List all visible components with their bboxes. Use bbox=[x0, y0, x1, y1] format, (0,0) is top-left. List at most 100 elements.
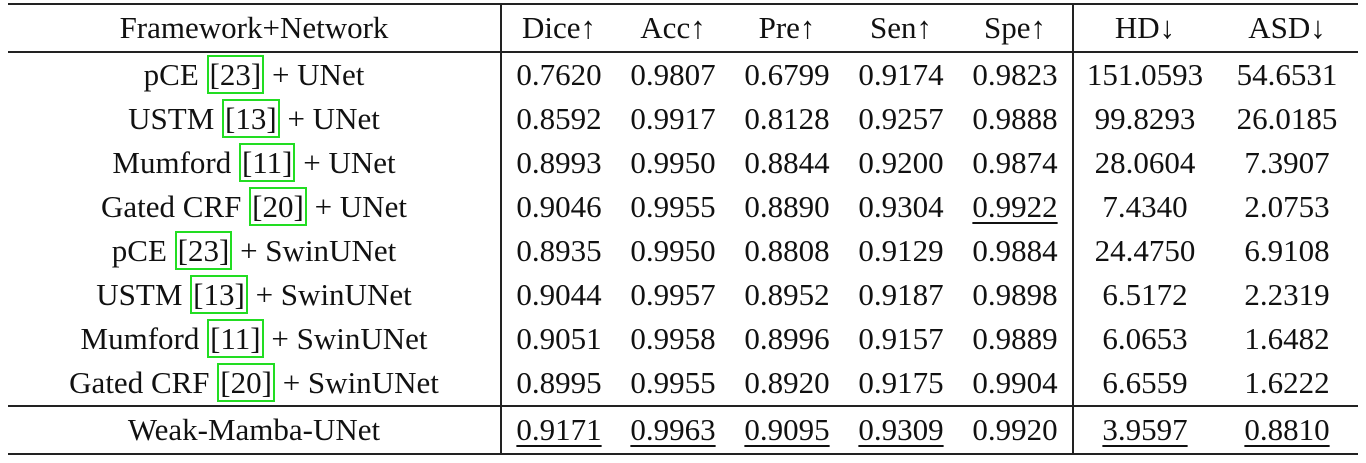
metric-cell: 0.9200 bbox=[844, 141, 958, 185]
metric-value: 0.9963 bbox=[630, 412, 716, 447]
metric-cell: 0.9917 bbox=[616, 97, 730, 141]
header-row: Framework+Network Dice↑ Acc↑ Pre↑ Sen↑ Spe↑ HD… bbox=[8, 3, 1358, 53]
metric-cell: 0.9904 bbox=[958, 361, 1074, 406]
header-cell: Spe↑ bbox=[958, 3, 1074, 53]
metric-cell: 0.9958 bbox=[616, 317, 730, 361]
method-name: Mumford bbox=[80, 321, 200, 356]
metric-value: 0.9257 bbox=[858, 101, 944, 136]
metric-cell: 0.8993 bbox=[501, 141, 616, 185]
metric-value: 0.9171 bbox=[516, 412, 602, 447]
metric-value: 0.9950 bbox=[630, 233, 716, 268]
metric-value: 0.9884 bbox=[972, 233, 1058, 268]
metric-value: 2.2319 bbox=[1244, 277, 1330, 312]
metric-value: 0.8993 bbox=[516, 145, 602, 180]
metric-value: 0.9823 bbox=[972, 57, 1058, 92]
metric-value: 99.8293 bbox=[1094, 101, 1196, 136]
method-cell: pCE [23] + SwinUNet bbox=[8, 229, 502, 273]
method-name: Mumford bbox=[112, 145, 232, 180]
header-cell: ASD↓ bbox=[1216, 3, 1358, 53]
metric-value: 0.8890 bbox=[744, 189, 830, 224]
table-row: USTM [13] + SwinUNet 0.9044 0.9957 0.8952 0.… bbox=[8, 273, 1358, 317]
metric-cell: 2.2319 bbox=[1216, 273, 1358, 317]
network: + UNet bbox=[314, 189, 407, 224]
metric-cell: 0.8935 bbox=[501, 229, 616, 273]
metric-value: 0.9200 bbox=[858, 145, 944, 180]
results-table: Framework+Network Dice↑ Acc↑ Pre↑ Sen↑ Spe↑ HD… bbox=[8, 3, 1358, 455]
metric-value: 0.9874 bbox=[972, 145, 1058, 180]
metric-cell: 7.4340 bbox=[1073, 185, 1216, 229]
metric-value: 6.6559 bbox=[1102, 365, 1188, 400]
metric-value: 0.9187 bbox=[858, 277, 944, 312]
method-name: Weak-Mamba-UNet bbox=[127, 412, 381, 447]
metric-value: 0.9950 bbox=[630, 145, 716, 180]
citation: [13] bbox=[222, 99, 280, 138]
citation: [23] bbox=[206, 55, 265, 94]
metric-value: 0.9955 bbox=[630, 365, 716, 400]
metric-cell: 0.9171 bbox=[501, 405, 616, 455]
metric-value: 0.9889 bbox=[972, 321, 1058, 356]
metric-value: 0.6799 bbox=[744, 57, 830, 92]
metric-cell: 1.6222 bbox=[1216, 361, 1358, 406]
method-cell: Gated CRF [20] + UNet bbox=[8, 185, 502, 229]
method-cell: USTM [13] + SwinUNet bbox=[8, 273, 502, 317]
network: + UNet bbox=[271, 57, 365, 92]
metric-value: 1.6222 bbox=[1244, 365, 1330, 400]
metric-cell: 0.9129 bbox=[844, 229, 958, 273]
metric-value: 0.9157 bbox=[858, 321, 944, 356]
metric-cell: 6.9108 bbox=[1216, 229, 1358, 273]
metric-value: 0.9051 bbox=[516, 321, 602, 356]
metric-value: 0.9046 bbox=[516, 189, 602, 224]
method-cell: pCE [23] + UNet bbox=[8, 52, 502, 97]
network: + UNet bbox=[303, 145, 396, 180]
metric-cell: 0.8810 bbox=[1216, 405, 1358, 455]
metric-value: 0.9807 bbox=[630, 57, 716, 92]
metric-value: 0.8128 bbox=[744, 101, 830, 136]
method-name: USTM bbox=[96, 277, 183, 312]
metric-cell: 3.9597 bbox=[1073, 405, 1216, 455]
metric-cell: 0.9889 bbox=[958, 317, 1074, 361]
table-row: USTM [13] + UNet 0.8592 0.9917 0.8128 0.9257… bbox=[8, 97, 1358, 141]
metric-cell: 28.0604 bbox=[1073, 141, 1216, 185]
metric-cell: 0.9044 bbox=[501, 273, 616, 317]
table-row: pCE [23] + SwinUNet 0.8935 0.9950 0.8808 0.9… bbox=[8, 229, 1358, 273]
metric-cell: 0.9920 bbox=[958, 405, 1074, 455]
metric-cell: 0.9950 bbox=[616, 229, 730, 273]
metric-value: 26.0185 bbox=[1236, 101, 1338, 136]
metric-value: 0.9955 bbox=[630, 189, 716, 224]
metric-cell: 0.9046 bbox=[501, 185, 616, 229]
header-cell: Acc↑ bbox=[616, 3, 730, 53]
method-name: Gated CRF bbox=[69, 365, 210, 400]
metric-value: 0.9957 bbox=[630, 277, 716, 312]
metric-cell: 2.0753 bbox=[1216, 185, 1358, 229]
metric-value: 0.9958 bbox=[630, 321, 716, 356]
metric-value: 0.8810 bbox=[1244, 412, 1330, 447]
metric-cell: 0.7620 bbox=[501, 52, 616, 97]
metric-value: 0.9304 bbox=[858, 189, 944, 224]
metric-value: 1.6482 bbox=[1244, 321, 1330, 356]
table-row: pCE [23] + UNet 0.7620 0.9807 0.6799 0.9174 0… bbox=[8, 52, 1358, 97]
citation: [11] bbox=[238, 143, 296, 182]
metric-cell: 6.0653 bbox=[1073, 317, 1216, 361]
header-cell: Pre↑ bbox=[730, 3, 844, 53]
method-name: pCE bbox=[111, 233, 167, 268]
method-cell: USTM [13] + UNet bbox=[8, 97, 502, 141]
metric-value: 7.3907 bbox=[1244, 145, 1330, 180]
metric-value: 0.8935 bbox=[516, 233, 602, 268]
metric-cell: 0.9922 bbox=[958, 185, 1074, 229]
method-name: USTM bbox=[128, 101, 215, 136]
table-row: Mumford [11] + UNet 0.8993 0.9950 0.8844 0.9… bbox=[8, 141, 1358, 185]
metric-value: 0.9904 bbox=[972, 365, 1058, 400]
header-cell: Sen↑ bbox=[844, 3, 958, 53]
metric-cell: 0.8952 bbox=[730, 273, 844, 317]
network: + SwinUNet bbox=[282, 365, 439, 400]
citation: [20] bbox=[217, 363, 275, 402]
metric-value: 0.7620 bbox=[516, 57, 602, 92]
metric-cell: 0.9963 bbox=[616, 405, 730, 455]
metric-cell: 0.9051 bbox=[501, 317, 616, 361]
metric-value: 28.0604 bbox=[1094, 145, 1196, 180]
metric-cell: 0.9309 bbox=[844, 405, 958, 455]
metric-cell: 1.6482 bbox=[1216, 317, 1358, 361]
metric-cell: 0.9807 bbox=[616, 52, 730, 97]
table-row: Weak-Mamba-UNet 0.9171 0.9963 0.9095 0.9309 0… bbox=[8, 405, 1358, 455]
metric-cell: 0.9175 bbox=[844, 361, 958, 406]
